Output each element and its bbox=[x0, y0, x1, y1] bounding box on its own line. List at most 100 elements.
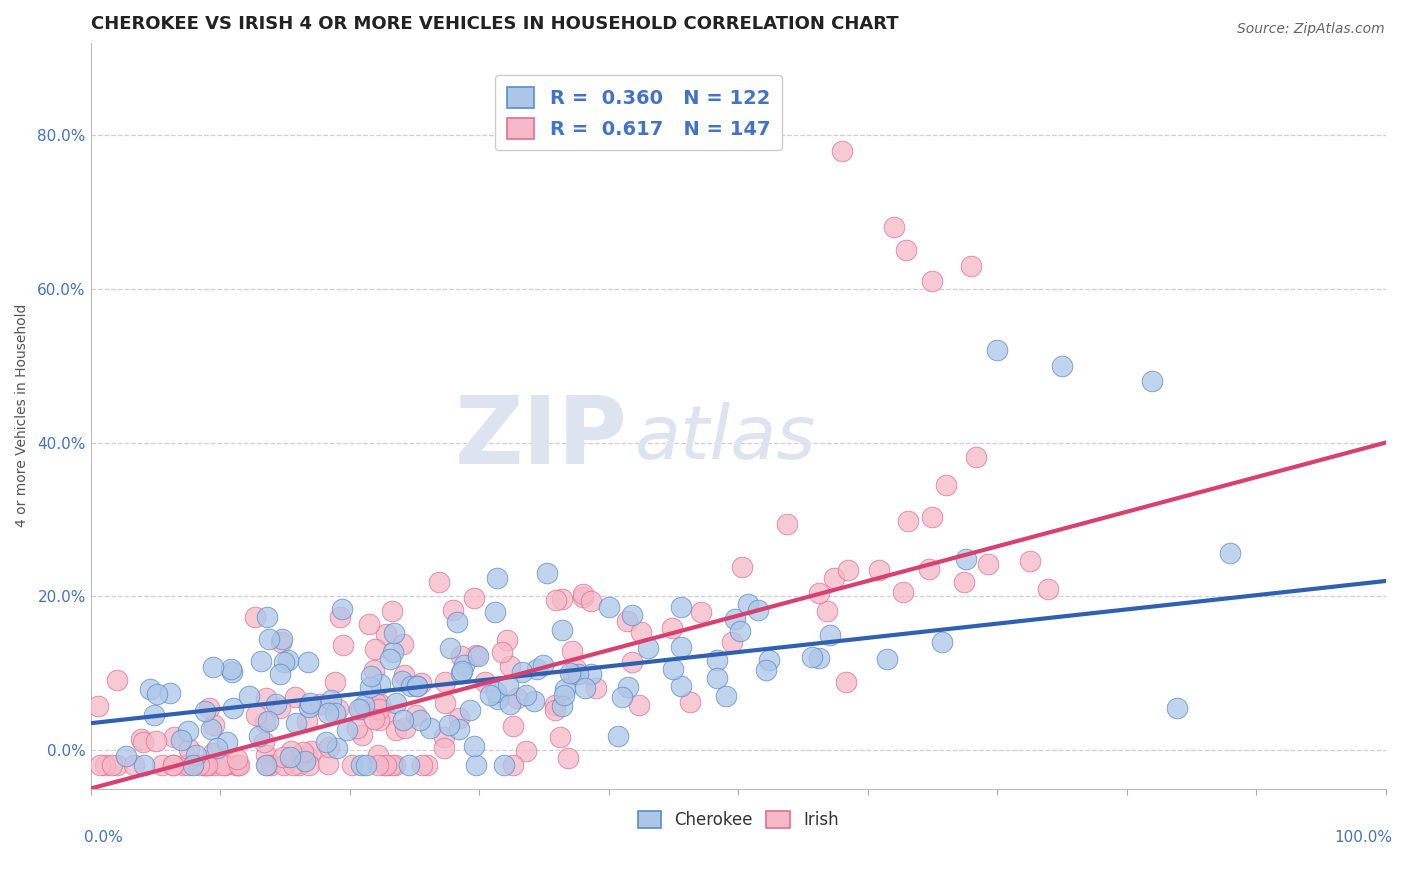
Point bbox=[965, 450, 987, 464]
Point bbox=[1050, 359, 1073, 373]
Point bbox=[572, 587, 595, 601]
Point bbox=[553, 688, 575, 702]
Point bbox=[606, 729, 628, 743]
Point bbox=[464, 648, 486, 663]
Point bbox=[755, 663, 778, 677]
Point bbox=[294, 754, 316, 768]
Point bbox=[960, 259, 983, 273]
Point bbox=[807, 650, 830, 665]
Point bbox=[437, 718, 460, 732]
Point bbox=[225, 758, 247, 772]
Point bbox=[869, 563, 891, 577]
Point bbox=[669, 640, 692, 654]
Point bbox=[433, 730, 456, 744]
Point bbox=[953, 575, 976, 590]
Point bbox=[384, 758, 406, 772]
Point bbox=[256, 610, 278, 624]
Point bbox=[170, 732, 193, 747]
Point bbox=[835, 675, 858, 690]
Point bbox=[134, 758, 156, 772]
Point bbox=[558, 665, 581, 680]
Point bbox=[252, 735, 274, 749]
Point bbox=[375, 758, 398, 772]
Point bbox=[350, 758, 373, 772]
Point bbox=[273, 655, 295, 669]
Point bbox=[226, 758, 249, 772]
Point bbox=[616, 614, 638, 628]
Point bbox=[398, 758, 420, 772]
Point bbox=[132, 734, 155, 748]
Point bbox=[551, 592, 574, 607]
Point bbox=[264, 697, 287, 711]
Point bbox=[419, 721, 441, 735]
Point bbox=[955, 551, 977, 566]
Point bbox=[280, 744, 302, 758]
Point bbox=[329, 609, 352, 624]
Point bbox=[122, 758, 145, 772]
Point bbox=[392, 637, 415, 651]
Point bbox=[662, 662, 685, 676]
Point bbox=[197, 700, 219, 714]
Point bbox=[193, 704, 215, 718]
Point bbox=[201, 746, 224, 760]
Point bbox=[273, 758, 295, 772]
Point bbox=[1166, 700, 1188, 714]
Point bbox=[585, 681, 607, 695]
Point bbox=[381, 758, 404, 772]
Point bbox=[145, 687, 167, 701]
Point bbox=[394, 668, 416, 682]
Point bbox=[152, 758, 174, 772]
Point bbox=[245, 708, 267, 723]
Point bbox=[579, 667, 602, 681]
Point bbox=[433, 741, 456, 756]
Point bbox=[205, 740, 228, 755]
Point bbox=[406, 679, 429, 693]
Point bbox=[321, 693, 343, 707]
Point bbox=[882, 220, 904, 235]
Point bbox=[808, 586, 831, 600]
Point bbox=[562, 667, 585, 681]
Point bbox=[564, 662, 586, 676]
Point bbox=[295, 714, 318, 728]
Point bbox=[269, 666, 291, 681]
Point bbox=[211, 758, 233, 772]
Point bbox=[254, 714, 277, 729]
Point bbox=[184, 747, 207, 762]
Point bbox=[373, 708, 395, 723]
Point bbox=[447, 711, 470, 725]
Point bbox=[621, 607, 644, 622]
Point bbox=[326, 741, 349, 756]
Point bbox=[163, 730, 186, 744]
Point bbox=[567, 667, 589, 681]
Point bbox=[637, 640, 659, 655]
Point bbox=[491, 645, 513, 659]
Point bbox=[221, 665, 243, 679]
Point bbox=[366, 696, 388, 710]
Point bbox=[315, 735, 337, 749]
Point bbox=[367, 701, 389, 715]
Point bbox=[276, 653, 298, 667]
Point bbox=[679, 695, 702, 709]
Point bbox=[498, 659, 520, 673]
Point bbox=[382, 645, 405, 659]
Point bbox=[354, 758, 377, 772]
Point bbox=[143, 708, 166, 723]
Point bbox=[254, 748, 277, 763]
Point bbox=[669, 600, 692, 615]
Point bbox=[551, 698, 574, 713]
Point bbox=[332, 638, 354, 652]
Point bbox=[269, 701, 291, 715]
Point bbox=[447, 723, 470, 737]
Point bbox=[1019, 554, 1042, 568]
Point bbox=[318, 706, 340, 721]
Point bbox=[385, 723, 408, 737]
Point bbox=[367, 713, 389, 727]
Point bbox=[292, 745, 315, 759]
Point bbox=[330, 601, 353, 615]
Point bbox=[831, 144, 853, 158]
Point bbox=[465, 758, 488, 772]
Point bbox=[706, 671, 728, 685]
Point bbox=[724, 612, 747, 626]
Point bbox=[515, 744, 537, 758]
Point bbox=[336, 723, 359, 737]
